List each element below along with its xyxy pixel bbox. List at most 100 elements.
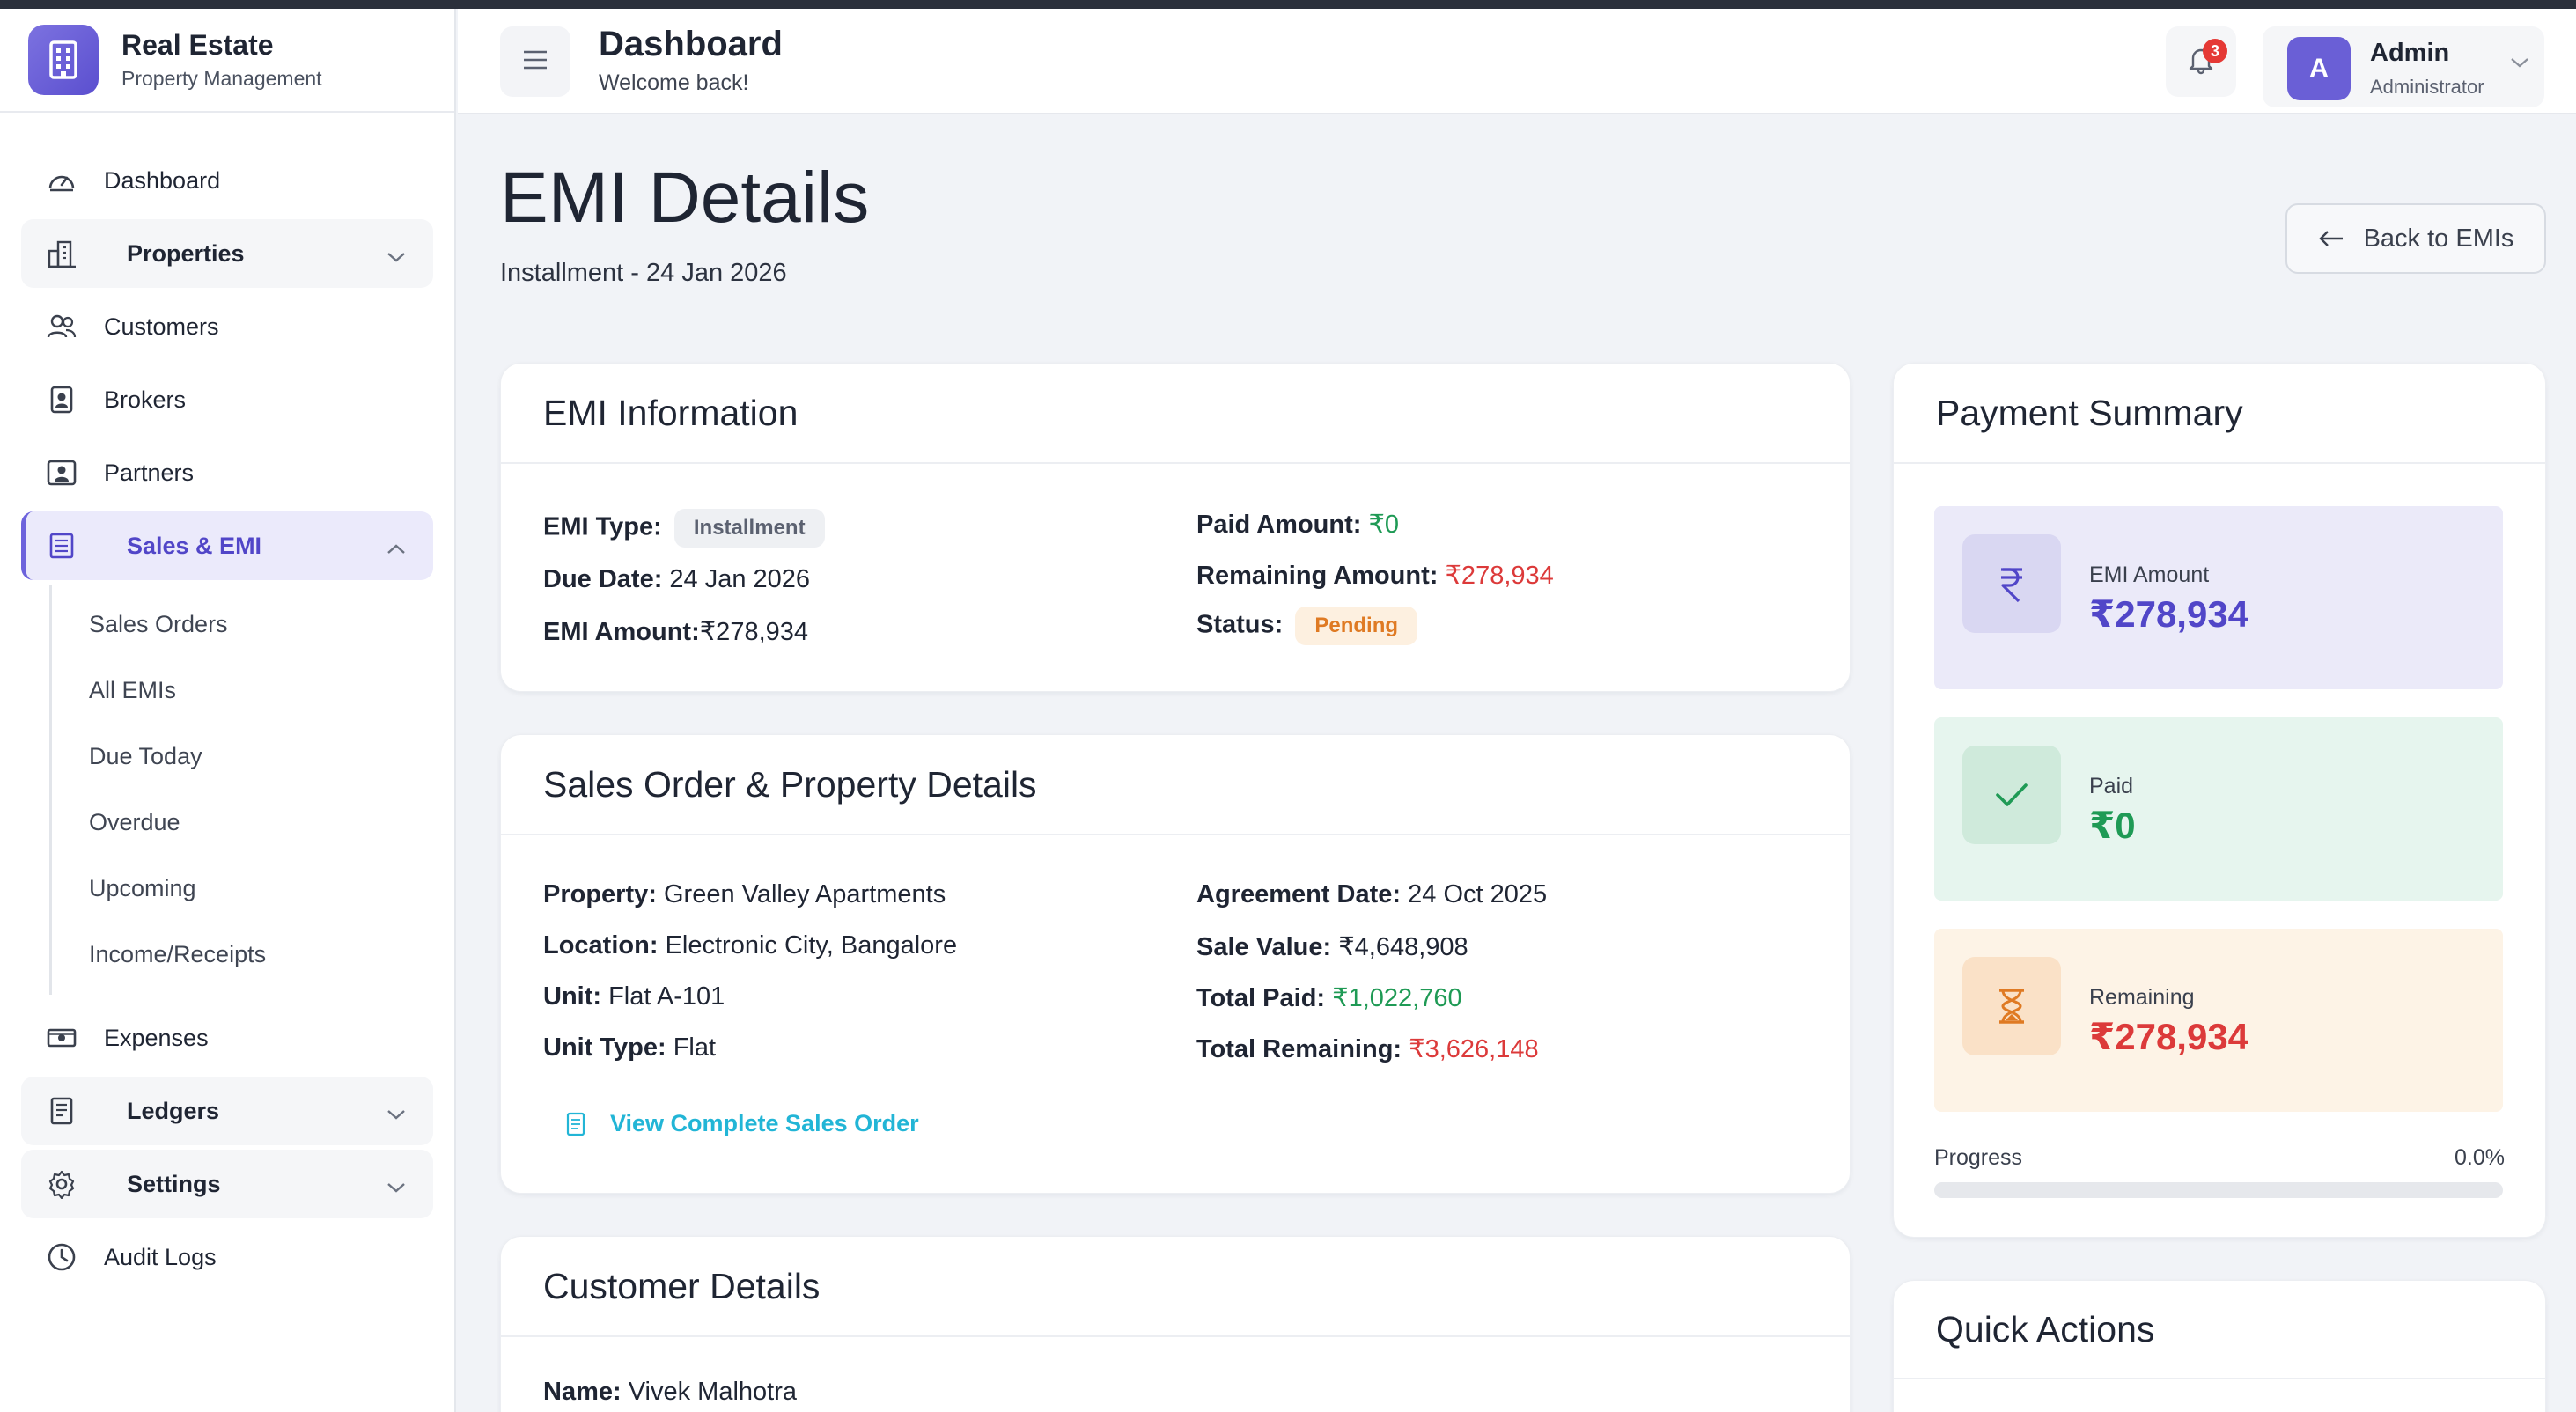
clock-icon (46, 1241, 77, 1273)
page-subtitle: Installment - 24 Jan 2026 (500, 259, 787, 287)
chevron-down-icon (2509, 56, 2530, 73)
chevron-down-icon (386, 1099, 407, 1127)
unit-type-value: Flat (673, 1033, 717, 1062)
submenu-item-upcoming[interactable]: Upcoming (89, 875, 196, 901)
back-to-emis-button[interactable]: Back to EMIs (2285, 203, 2546, 274)
card-title: Payment Summary (1894, 364, 2545, 464)
unit-value: Flat A-101 (608, 982, 725, 1011)
sidebar-item-expenses[interactable]: Expenses (21, 1004, 433, 1072)
sidebar-item-sales-emi[interactable]: Sales & EMI (21, 511, 433, 580)
sidebar-item-label: Customers (104, 313, 219, 340)
sidebar-item-partners[interactable]: Partners (21, 438, 433, 507)
hourglass-icon (1962, 957, 2061, 1055)
emi-amount-row: EMI Amount:₹278,934 (543, 616, 808, 647)
sidebar-item-label: Brokers (104, 386, 187, 413)
property-row: Property: Green Valley Apartments (543, 880, 946, 909)
chevron-up-icon (386, 534, 407, 562)
submenu-item-overdue[interactable]: Overdue (89, 809, 180, 835)
unit-label: Unit: (543, 982, 602, 1011)
user-name: Admin (2370, 39, 2450, 67)
paid-summary: Paid ₹0 (1934, 717, 2503, 901)
view-sales-order-label: View Complete Sales Order (610, 1110, 919, 1136)
cash-icon (46, 1022, 77, 1054)
sidebar-item-label: Expenses (104, 1024, 209, 1051)
receipt-icon (46, 530, 77, 562)
arrow-left-icon (2318, 229, 2344, 248)
sale-value-row: Sale Value: ₹4,648,908 (1196, 931, 1468, 962)
view-sales-order-link[interactable]: View Complete Sales Order (566, 1110, 919, 1137)
emi-amount-summary: EMI Amount ₹278,934 (1934, 506, 2503, 689)
id-badge-icon (46, 384, 77, 416)
brand-title: Real Estate (121, 29, 274, 61)
quick-actions-card: Quick Actions (1893, 1280, 2546, 1412)
notifications-button[interactable]: 3 (2166, 26, 2236, 97)
user-role: Administrator (2370, 76, 2484, 98)
building-icon (28, 25, 99, 95)
page-title: EMI Details (500, 158, 870, 238)
sales-submenu: Sales Orders All EMIs Due Today Overdue … (49, 585, 433, 995)
location-row: Location: Electronic City, Bangalore (543, 931, 957, 960)
sidebar-item-audit-logs[interactable]: Audit Logs (21, 1223, 433, 1291)
sidebar-item-dashboard[interactable]: Dashboard (21, 146, 433, 215)
sidebar-item-label: Dashboard (104, 166, 221, 194)
emi-information-card: EMI Information EMI Type: Installment Du… (500, 363, 1851, 692)
property-label: Property: (543, 880, 657, 908)
chevron-down-icon (386, 1173, 407, 1200)
gauge-icon (46, 165, 77, 196)
check-icon (1962, 746, 2061, 844)
paid-amount-value: ₹0 (1368, 511, 1400, 539)
sidebar-item-brokers[interactable]: Brokers (21, 365, 433, 434)
progress-bar (1934, 1182, 2503, 1198)
card-title: Quick Actions (1894, 1281, 2545, 1379)
sidebar-item-settings[interactable]: Settings (21, 1150, 433, 1218)
submenu-item-due-today[interactable]: Due Today (89, 743, 202, 769)
card-title: Sales Order & Property Details (501, 735, 1850, 835)
sidebar-item-properties[interactable]: Properties (21, 219, 433, 288)
chevron-down-icon (386, 242, 407, 269)
user-menu[interactable]: A Admin Administrator (2263, 26, 2544, 107)
customer-name-row: Name: Vivek Malhotra (543, 1378, 797, 1407)
total-remaining-label: Total Remaining: (1196, 1035, 1402, 1063)
due-date-label: Due Date: (543, 565, 663, 593)
total-remaining-value: ₹3,626,148 (1409, 1035, 1539, 1063)
submenu-item-sales-orders[interactable]: Sales Orders (89, 611, 228, 637)
paid-amount-row: Paid Amount: ₹0 (1196, 509, 1399, 540)
unit-type-row: Unit Type: Flat (543, 1033, 716, 1063)
location-label: Location: (543, 931, 659, 960)
sidebar-item-label: Properties (127, 239, 245, 267)
submenu-item-income-receipts[interactable]: Income/Receipts (89, 941, 267, 967)
paid-amount-label: Paid Amount: (1196, 511, 1362, 539)
remaining-summary-value: ₹278,934 (2089, 1016, 2249, 1057)
header-subtitle: Welcome back! (599, 70, 749, 95)
brand[interactable]: Real Estate Property Management (0, 9, 454, 113)
menu-toggle-button[interactable] (500, 26, 570, 97)
notification-count-badge: 3 (2203, 39, 2227, 63)
sale-value-label: Sale Value: (1196, 933, 1332, 961)
remaining-amount-label: Remaining Amount: (1196, 562, 1439, 590)
remaining-summary: Remaining ₹278,934 (1934, 929, 2503, 1112)
header-title: Dashboard (599, 25, 783, 63)
submenu-item-all-emis[interactable]: All EMIs (89, 677, 177, 703)
unit-type-label: Unit Type: (543, 1033, 666, 1062)
emi-amount-summary-value: ₹278,934 (2089, 593, 2249, 635)
sidebar: Real Estate Property Management Dashboar… (0, 9, 456, 1412)
sidebar-item-label: Audit Logs (104, 1243, 217, 1270)
remaining-summary-label: Remaining (2089, 985, 2195, 1010)
status-badge: Pending (1295, 607, 1418, 645)
status-label: Status: (1196, 610, 1284, 639)
total-paid-row: Total Paid: ₹1,022,760 (1196, 982, 1462, 1013)
paid-summary-label: Paid (2089, 774, 2134, 798)
top-header: Dashboard Welcome back! 3 A Admin Admini… (458, 9, 2576, 114)
sidebar-item-customers[interactable]: Customers (21, 292, 433, 361)
status-row: Status: Pending (1196, 607, 1418, 645)
sidebar-item-label: Partners (104, 459, 195, 486)
customer-name-value: Vivek Malhotra (628, 1378, 797, 1406)
emi-amount-value: ₹278,934 (699, 618, 809, 646)
remaining-amount-value: ₹278,934 (1445, 562, 1554, 590)
sidebar-item-ledgers[interactable]: Ledgers (21, 1077, 433, 1145)
due-date-row: Due Date: 24 Jan 2026 (543, 565, 810, 594)
gear-icon (46, 1168, 77, 1200)
emi-type-row: EMI Type: Installment (543, 509, 825, 548)
sidebar-item-label: Ledgers (127, 1097, 220, 1124)
property-value: Green Valley Apartments (663, 880, 946, 908)
